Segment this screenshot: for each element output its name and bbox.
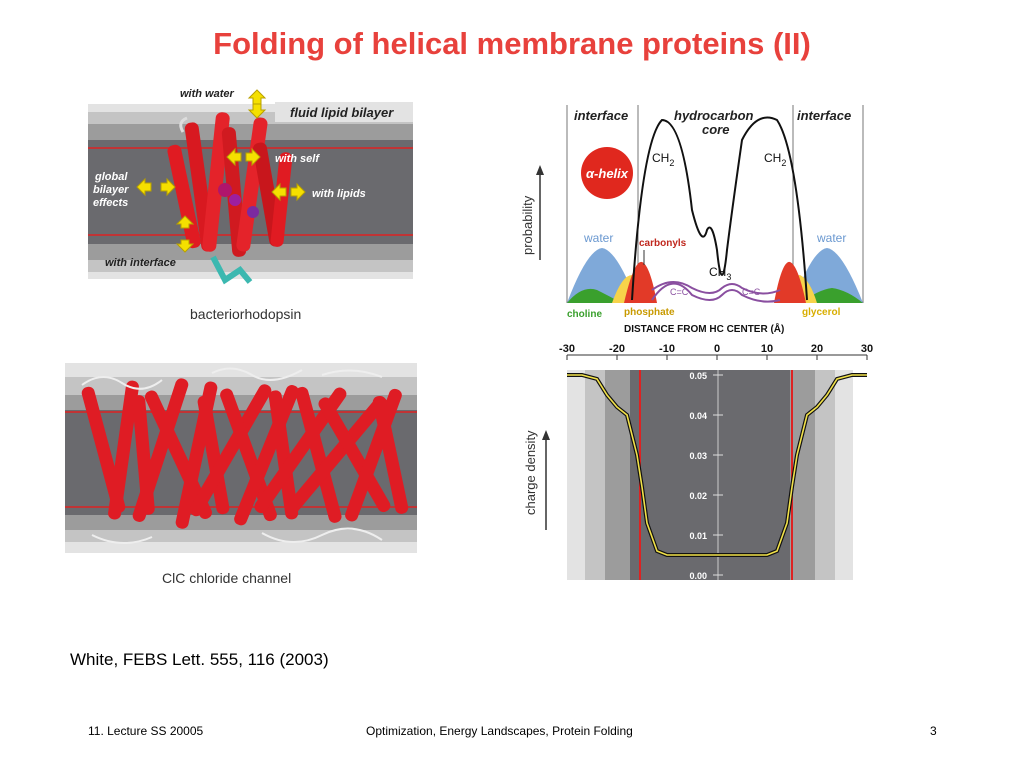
ch2-right-label: CH2 <box>764 151 786 168</box>
cc-right-label: C=C <box>742 287 761 297</box>
effects-label: effects <box>93 197 128 209</box>
global-label: global <box>94 171 128 183</box>
clc-caption: ClC chloride channel <box>162 570 291 586</box>
footer-page-number: 3 <box>930 724 937 738</box>
with-self-label: with self <box>275 153 320 165</box>
probability-figure: interface hydrocarbon core interface pro… <box>520 105 864 335</box>
glycerol-label: glycerol <box>802 307 841 318</box>
footer-center: Optimization, Energy Landscapes, Protein… <box>366 724 633 738</box>
footer-left: 11. Lecture SS 20005 <box>88 724 204 738</box>
bacteriorhodopsin-figure: with water fluid lipid bilayer with self… <box>88 88 413 322</box>
choline-label: choline <box>567 309 602 320</box>
carbonyls-label: carbonyls <box>639 238 687 249</box>
y-tick-label: 0.03 <box>689 451 707 461</box>
helix-bundle <box>167 112 293 285</box>
alpha-helix-badge <box>581 147 633 199</box>
interface-left-label: interface <box>574 108 628 123</box>
y-tick-label: 0.04 <box>689 411 707 421</box>
x-tick-label: 10 <box>761 343 773 355</box>
ch3-label: CH3 <box>709 265 731 282</box>
charge-density-axis-label: charge density <box>523 430 538 515</box>
y-tick-label: 0.05 <box>689 371 707 381</box>
cc-left-label: C=C <box>670 287 689 297</box>
phosphate-label: phosphate <box>624 307 675 318</box>
water-left-label: water <box>583 231 613 245</box>
core-label: core <box>702 122 729 137</box>
water-right-label: water <box>816 231 846 245</box>
x-tick-label: -20 <box>609 343 625 355</box>
hydrocarbon-label: hydrocarbon <box>674 108 754 123</box>
with-interface-label: with interface <box>105 257 176 269</box>
y-tick-label: 0.00 <box>689 571 707 581</box>
ch2-left-label: CH2 <box>652 151 674 168</box>
clc-chloride-channel-figure: ClC chloride channel <box>65 363 417 586</box>
x-tick-label: -30 <box>559 343 575 355</box>
arrow-icons <box>136 89 306 253</box>
bilayer-label: bilayer <box>93 184 129 196</box>
slide-title: Folding of helical membrane proteins (II… <box>213 26 811 61</box>
alpha-helix-label: α-helix <box>586 166 629 181</box>
x-tick-label: -10 <box>659 343 675 355</box>
clc-loops <box>81 367 383 545</box>
bacteriorhodopsin-caption: bacteriorhodopsin <box>190 306 301 322</box>
fluid-lipid-bilayer-label: fluid lipid bilayer <box>290 105 394 120</box>
interface-right-label: interface <box>797 108 851 123</box>
charge-density-line <box>567 374 867 556</box>
distance-axis-label: DISTANCE FROM HC CENTER (Å) <box>624 322 784 335</box>
x-tick-label: 20 <box>811 343 823 355</box>
x-tick-label: 30 <box>861 343 873 355</box>
y-tick-label: 0.01 <box>689 531 707 541</box>
probability-axis-label: probability <box>520 195 535 255</box>
charge-density-chart: charge density -30 -20 -10 0 10 20 30 0.05 0.04… <box>523 343 873 581</box>
citation: White, FEBS Lett. 555, 116 (2003) <box>70 650 329 669</box>
with-lipids-label: with lipids <box>312 188 366 200</box>
clc-helix-bundle <box>81 378 409 529</box>
probability-curves <box>567 116 863 303</box>
y-tick-label: 0.02 <box>689 491 707 501</box>
with-water-label: with water <box>180 88 235 100</box>
x-tick-label: 0 <box>714 343 720 355</box>
